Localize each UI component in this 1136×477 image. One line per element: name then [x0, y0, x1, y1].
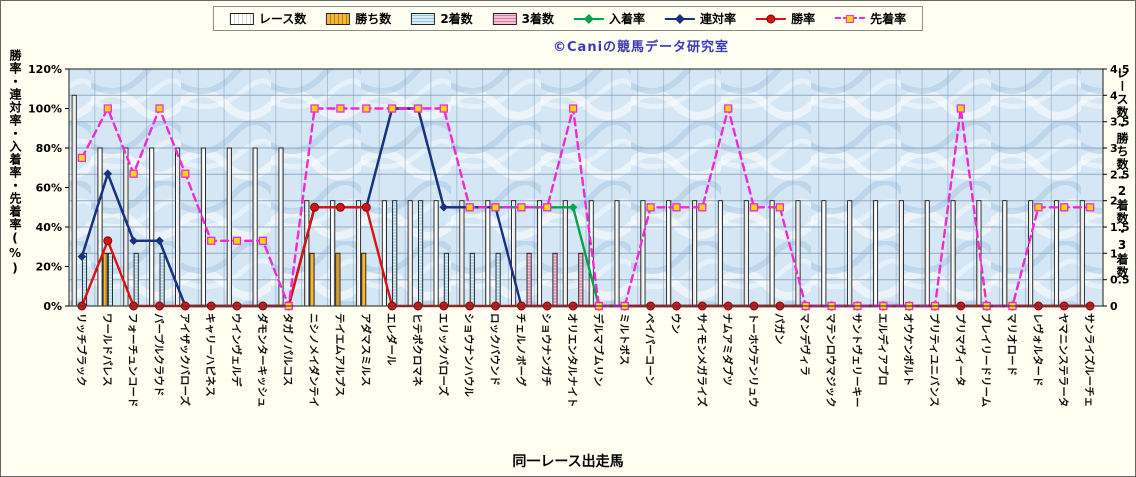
legend-label: 先着率	[870, 12, 907, 26]
svg-text:ウン: ウン	[670, 313, 682, 334]
diamond-marker-icon	[584, 13, 594, 24]
legend-item-prior_rate: 先着率	[835, 10, 906, 27]
legend-item-wins: 勝ち数	[326, 10, 391, 27]
svg-text:ナムアミダブツ: ナムアミダブツ	[721, 313, 734, 386]
svg-text:フォーチュンコード: フォーチュンコード	[127, 313, 139, 408]
svg-text:プリティユニバンス: プリティユニバンス	[928, 313, 941, 407]
legend-label: 入着率	[609, 12, 646, 26]
svg-text:0: 0	[1110, 300, 1118, 313]
svg-text:パガン: パガン	[773, 313, 786, 345]
legend-item-seconds: 2着数	[411, 10, 473, 27]
svg-text:サイモンメガライズ: サイモンメガライズ	[695, 313, 708, 407]
legend-swatch-rentai_rate	[665, 13, 696, 25]
legend-label: 2着数	[440, 12, 473, 26]
svg-text:ブレイリードリーム: ブレイリードリーム	[980, 313, 993, 408]
svg-text:エレダール: エレダール	[385, 313, 398, 366]
legend-swatch-thirds	[492, 12, 517, 25]
svg-text:1.5: 1.5	[1110, 221, 1130, 234]
svg-text:チェルノボーグ: チェルノボーグ	[514, 313, 527, 387]
svg-text:ダモンターキッシュ: ダモンターキッシュ	[256, 313, 269, 408]
svg-text:4.5: 4.5	[1110, 63, 1130, 76]
plot-area	[69, 69, 1103, 306]
legend-item-rentai_rate: 連対率	[665, 10, 736, 27]
svg-text:ヤマニンステラータ: ヤマニンステラータ	[1057, 313, 1069, 407]
legend-label: 勝ち数	[355, 12, 392, 26]
svg-text:0.5: 0.5	[1110, 274, 1130, 287]
legend-swatch-place_rate	[574, 13, 605, 25]
svg-text:120%: 120%	[28, 63, 62, 76]
svg-text:1: 1	[1110, 247, 1118, 260]
svg-text:100%: 100%	[28, 103, 62, 116]
square-marker-icon	[846, 14, 855, 23]
svg-text:60%: 60%	[36, 182, 62, 195]
svg-text:トーホウテンリュウ: トーホウテンリュウ	[747, 313, 759, 408]
legend-swatch-prior_rate	[835, 13, 866, 25]
svg-text:マテンロウマジック: マテンロウマジック	[825, 313, 837, 408]
svg-text:サンライズルーチェ: サンライズルーチェ	[1083, 313, 1096, 407]
svg-text:ショウナンハウル: ショウナンハウル	[463, 313, 475, 397]
svg-text:ウインヴェルデ: ウインヴェルデ	[230, 313, 243, 387]
vertical-gridlines	[94, 69, 1078, 306]
svg-text:エリックバローズ: エリックバローズ	[437, 313, 450, 396]
legend-label: 3着数	[521, 12, 555, 26]
svg-text:サントヴェリーキー: サントヴェリーキー	[850, 313, 863, 408]
watermark: ©Caniの競馬データ研究室	[553, 40, 730, 55]
svg-text:40%: 40%	[36, 221, 62, 234]
svg-text:アイザックバローズ: アイザックバローズ	[178, 313, 191, 406]
legend-label: 連対率	[700, 12, 737, 26]
legend-item-thirds: 3着数	[492, 10, 555, 27]
svg-text:0%: 0%	[43, 300, 62, 313]
svg-text:タガノパルコス: タガノパルコス	[282, 313, 295, 386]
svg-text:2.5: 2.5	[1110, 168, 1130, 181]
left-axis-title: 勝率・連対率・入着率・先着率(%)	[8, 49, 22, 276]
svg-text:80%: 80%	[36, 142, 62, 155]
legend-item-win_rate: 勝率	[756, 10, 815, 27]
svg-text:ショウナンガチ: ショウナンガチ	[540, 313, 553, 387]
svg-text:デルマブムリン: デルマブムリン	[592, 313, 605, 387]
svg-text:ニシノメイダンテイ: ニシノメイダンテイ	[308, 313, 321, 407]
svg-text:ヒテポクロマネ: ヒテポクロマネ	[411, 313, 424, 387]
svg-text:エルディアブロ: エルディアブロ	[876, 313, 889, 386]
axis-labels: 0% 20% 40% 60% 80% 100% 120% 0 0.5 1 1.5 2 2.5 3 3.5 4 4…	[28, 63, 1129, 313]
chart-legend: レース数 勝ち数 2着数 3着数 入着率 連対率 勝率 先着率	[212, 6, 924, 31]
svg-text:マリオロード: マリオロード	[1006, 313, 1018, 376]
legend-item-place_rate: 入着率	[574, 10, 645, 27]
legend-label: レース数	[258, 12, 307, 26]
circle-marker-icon	[766, 14, 776, 23]
svg-text:アダマスミルス: アダマスミルス	[359, 313, 372, 387]
x-axis-title: 同一レース出走馬	[512, 454, 624, 470]
svg-text:プリマヴィータ: プリマヴィータ	[954, 313, 967, 387]
legend-swatch-seconds	[411, 12, 436, 25]
svg-text:3: 3	[1110, 142, 1118, 155]
legend-label: 勝率	[791, 12, 816, 26]
svg-text:ワールドパレス: ワールドパレス	[101, 313, 113, 387]
svg-text:3.5: 3.5	[1110, 116, 1130, 129]
category-labels: リッチブラック ワールドパレス フォーチュンコード パープルクラウド アイザックバローズ…	[75, 313, 1096, 408]
legend-swatch-wins	[326, 12, 351, 25]
svg-text:パープルクラウド: パープルクラウド	[153, 313, 166, 396]
legend-item-races: レース数	[229, 10, 307, 27]
legend-swatch-races	[229, 12, 254, 25]
svg-text:オウケンボルト: オウケンボルト	[902, 313, 915, 386]
svg-text:ペイパーコーン: ペイパーコーン	[644, 313, 656, 386]
svg-text:2: 2	[1110, 195, 1118, 208]
legend-swatch-win_rate	[756, 13, 787, 25]
svg-text:テイエムアルプス: テイエムアルプス	[333, 313, 346, 397]
right-axis-title: レース数・勝ち数・2着数・3着数	[1115, 67, 1129, 279]
svg-text:マンデヴィラ: マンデヴィラ	[799, 313, 812, 376]
svg-text:キャリーハピネス: キャリーハピネス	[204, 313, 216, 397]
svg-text:ロックバウンド: ロックバウンド	[489, 313, 501, 386]
diamond-marker-icon	[675, 13, 686, 24]
svg-text:リッチブラック: リッチブラック	[75, 313, 88, 387]
svg-text:レヴォルタード: レヴォルタード	[1031, 313, 1044, 387]
svg-text:オリエンタルナイト: オリエンタルナイト	[566, 313, 578, 408]
svg-text:ミルトボス: ミルトボス	[618, 313, 631, 366]
svg-text:20%: 20%	[36, 261, 62, 274]
svg-text:4: 4	[1110, 89, 1118, 102]
